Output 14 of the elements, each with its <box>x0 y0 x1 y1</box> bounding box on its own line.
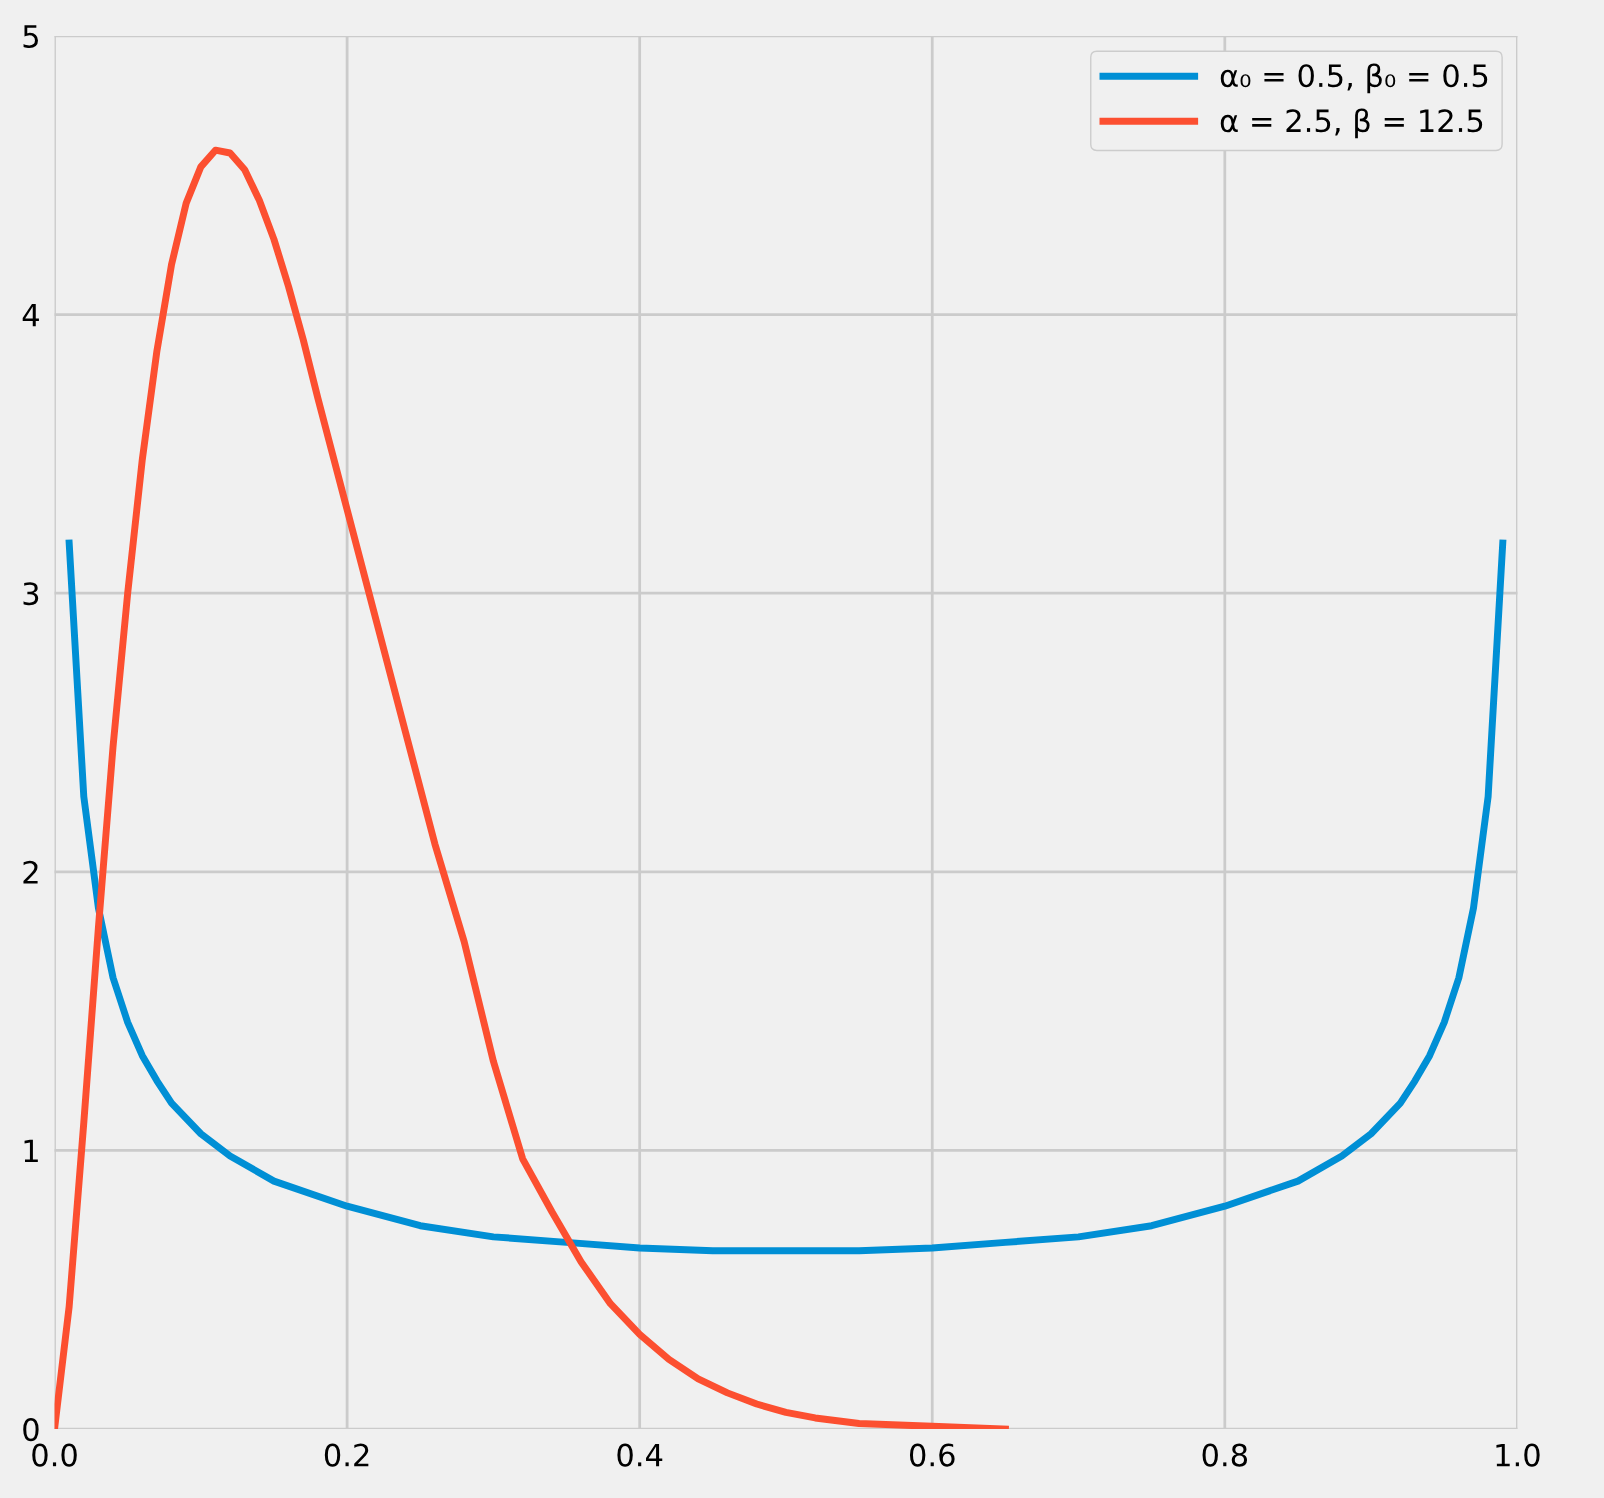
y-tick-label: 5 <box>23 25 38 48</box>
x-tick-label: 1.0 <box>1496 1443 1540 1467</box>
x-tick-label: 0.0 <box>32 1443 77 1467</box>
x-tick-label: 0.4 <box>617 1443 663 1467</box>
x-tick-label: 0.6 <box>909 1443 955 1467</box>
y-tick-label: 0 <box>23 1418 39 1442</box>
y-tick-label: 2 <box>23 860 38 884</box>
legend-label: α = 2.5, β = 12.5 <box>1220 108 1483 139</box>
legend-label: α₀ = 0.5, β₀ = 0.5 <box>1220 63 1488 94</box>
y-tick-label: 1 <box>24 1139 38 1163</box>
x-tick-label: 0.8 <box>1202 1443 1248 1467</box>
y-tick-label: 4 <box>22 303 39 327</box>
x-tick-label: 0.2 <box>324 1443 369 1467</box>
y-tick-label: 3 <box>23 582 39 606</box>
